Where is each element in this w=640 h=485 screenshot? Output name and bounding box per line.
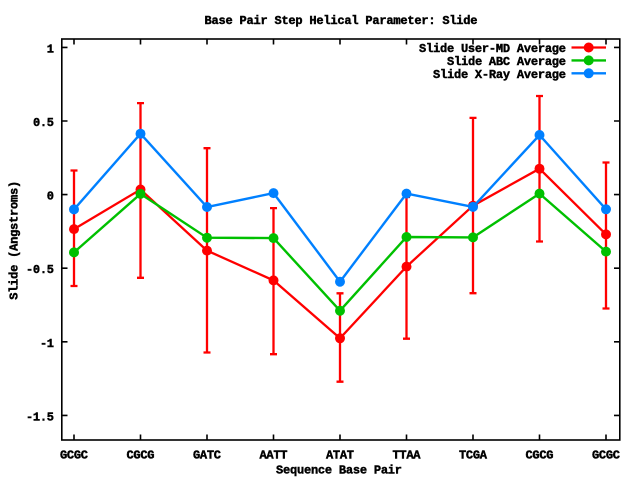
svg-text:-0.5: -0.5 <box>26 263 54 277</box>
svg-text:GCGC: GCGC <box>592 448 620 462</box>
svg-text:ATAT: ATAT <box>326 448 354 462</box>
svg-text:1: 1 <box>47 42 54 56</box>
svg-text:GATC: GATC <box>193 448 221 462</box>
svg-text:Sequence Base Pair: Sequence Base Pair <box>276 464 402 478</box>
svg-text:Slide (Angstroms): Slide (Angstroms) <box>8 181 22 300</box>
svg-text:0.5: 0.5 <box>33 116 54 130</box>
svg-text:Slide User-MD Average: Slide User-MD Average <box>419 42 566 56</box>
svg-text:TTAA: TTAA <box>393 448 422 462</box>
svg-text:Slide ABC Average: Slide ABC Average <box>447 55 566 69</box>
svg-text:0: 0 <box>47 190 54 204</box>
svg-text:GCGC: GCGC <box>60 448 88 462</box>
svg-text:CGCG: CGCG <box>127 448 155 462</box>
svg-text:TCGA: TCGA <box>459 448 488 462</box>
svg-text:AATT: AATT <box>260 448 288 462</box>
svg-text:CGCG: CGCG <box>526 448 554 462</box>
svg-text:-1: -1 <box>40 337 54 351</box>
svg-text:Base Pair Step Helical Paramet: Base Pair Step Helical Parameter: Slide <box>205 14 478 28</box>
svg-text:Slide X-Ray Average: Slide X-Ray Average <box>433 68 566 82</box>
svg-text:-1.5: -1.5 <box>26 410 54 424</box>
